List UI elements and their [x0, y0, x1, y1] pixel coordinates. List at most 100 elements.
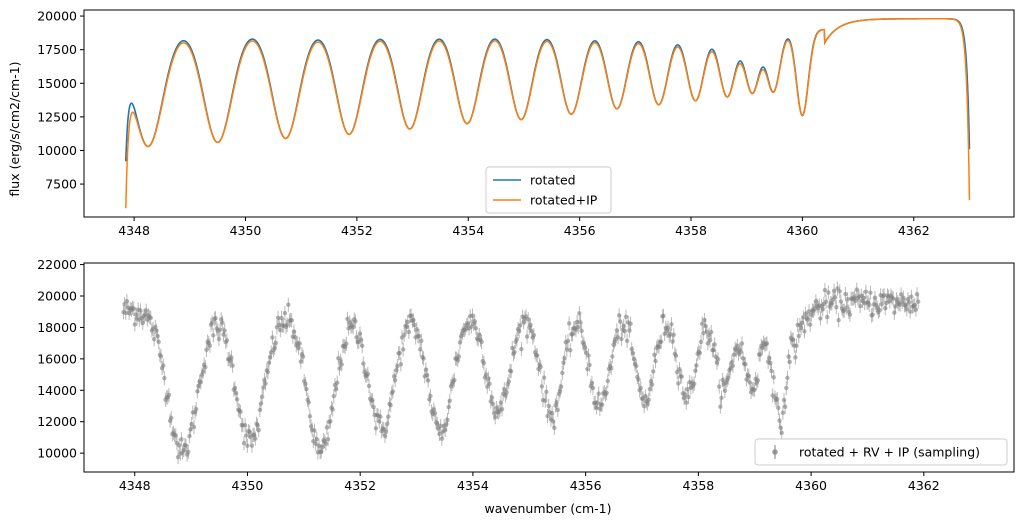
- point-marker: [270, 335, 275, 340]
- point-marker: [253, 436, 258, 441]
- data-point: [504, 385, 509, 400]
- point-marker: [244, 433, 249, 438]
- point-marker: [312, 428, 317, 433]
- top-y-tick-label: 20000: [37, 9, 77, 24]
- data-point: [596, 386, 601, 401]
- data-point: [325, 432, 331, 447]
- data-point: [784, 380, 789, 396]
- point-marker: [793, 355, 798, 360]
- point-marker: [132, 322, 138, 327]
- point-marker: [881, 293, 887, 298]
- point-marker: [769, 368, 774, 374]
- point-marker: [162, 375, 167, 381]
- data-point: [378, 409, 383, 424]
- point-marker: [697, 350, 703, 356]
- point-marker: [867, 302, 872, 308]
- point-marker: [203, 365, 208, 370]
- data-point: [671, 327, 676, 342]
- point-marker: [661, 313, 666, 319]
- data-point: [445, 412, 450, 428]
- data-point: [438, 418, 443, 433]
- data-point: [207, 338, 213, 353]
- point-marker: [671, 332, 676, 338]
- point-marker: [578, 320, 583, 325]
- point-marker: [757, 352, 763, 357]
- point-marker: [705, 341, 711, 346]
- point-marker: [151, 336, 157, 342]
- point-marker: [543, 398, 548, 403]
- point-marker: [330, 407, 335, 412]
- bottom-x-tick-label: 4360: [795, 478, 827, 493]
- data-point: [259, 389, 265, 404]
- point-marker: [909, 294, 914, 299]
- data-point: [705, 336, 711, 351]
- legend-label-rotated: rotated: [530, 173, 576, 188]
- point-marker: [209, 320, 215, 325]
- data-point: [131, 301, 136, 316]
- data-point: [432, 406, 438, 421]
- point-marker: [624, 338, 630, 343]
- point-marker: [649, 382, 655, 387]
- data-point: [825, 309, 830, 325]
- point-marker: [238, 409, 243, 415]
- point-marker: [565, 338, 571, 344]
- point-marker: [782, 404, 788, 410]
- data-point: [402, 327, 407, 342]
- data-point: [304, 381, 309, 397]
- point-marker: [794, 343, 799, 348]
- data-point: [679, 369, 684, 384]
- data-point: [908, 304, 913, 319]
- data-point: [365, 366, 371, 381]
- data-point: [230, 358, 235, 373]
- bottom-legend: rotated + RV + IP (sampling): [754, 438, 1008, 466]
- point-marker: [344, 341, 349, 347]
- data-point: [256, 423, 261, 438]
- point-marker: [123, 310, 128, 316]
- data-point: [738, 344, 744, 359]
- point-marker: [775, 396, 780, 402]
- point-marker: [694, 363, 699, 368]
- point-marker: [555, 407, 560, 413]
- data-point: [686, 390, 691, 405]
- point-marker: [722, 388, 728, 394]
- point-marker: [156, 339, 161, 345]
- point-marker: [143, 308, 149, 313]
- data-point: [619, 331, 624, 347]
- point-marker: [709, 329, 714, 335]
- point-marker: [615, 335, 621, 340]
- point-marker: [730, 363, 736, 369]
- point-marker: [825, 314, 830, 320]
- data-point: [244, 428, 249, 443]
- point-marker: [877, 308, 882, 313]
- data-point: [636, 372, 641, 387]
- legend-marker-sampling: [772, 449, 778, 455]
- point-marker: [665, 325, 671, 330]
- data-point: [787, 354, 792, 370]
- data-point: [747, 375, 753, 390]
- point-marker: [447, 398, 452, 403]
- point-marker: [583, 350, 589, 355]
- data-point: [175, 450, 181, 465]
- data-point: [161, 358, 166, 373]
- point-marker: [636, 377, 641, 382]
- point-marker: [207, 343, 213, 348]
- point-marker: [676, 381, 681, 386]
- data-point: [169, 410, 174, 425]
- data-point: [565, 333, 571, 349]
- point-marker: [826, 290, 831, 295]
- top-axes: 4348 4350 4352 4354 4356 4358 4360 4362 7500 1000…: [37, 9, 1015, 238]
- top-legend: rotated rotated+IP: [485, 166, 612, 214]
- data-point: [148, 310, 153, 325]
- top-x-tick-label: 4356: [564, 223, 596, 238]
- data-point: [216, 331, 222, 347]
- data-point: [306, 395, 311, 410]
- data-point: [176, 438, 182, 453]
- data-point: [263, 376, 268, 391]
- point-marker: [242, 423, 248, 428]
- data-point: [473, 321, 479, 336]
- bottom-x-tick-label: 4358: [682, 478, 714, 493]
- point-marker: [906, 300, 912, 305]
- data-point: [203, 360, 208, 375]
- data-point: [345, 311, 350, 326]
- point-marker: [544, 389, 549, 395]
